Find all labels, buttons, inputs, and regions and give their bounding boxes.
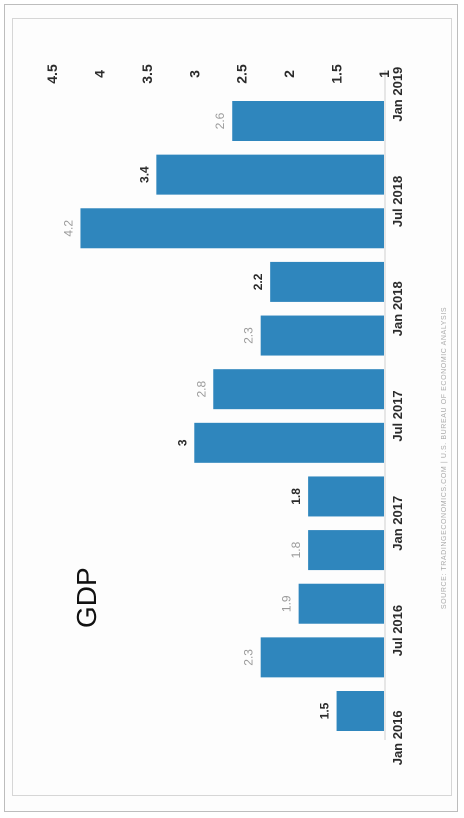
bar xyxy=(336,691,384,731)
tick-label: 2.5 xyxy=(234,64,250,84)
tick-label: 4 xyxy=(91,70,107,78)
value-label: 1.5 xyxy=(318,702,332,719)
bar xyxy=(260,315,384,356)
value-label: 3 xyxy=(175,439,189,446)
value-label: 1.8 xyxy=(289,488,303,505)
bar xyxy=(80,208,384,249)
value-label: 2.3 xyxy=(242,327,256,344)
category-label: Jul 2018 xyxy=(390,176,405,227)
value-label: 4.2 xyxy=(61,220,75,237)
tick-label: 1 xyxy=(376,70,392,78)
value-labels: 1.5 2.3 1.9 1.8 1.8 3 2.8 2.3 2.2 4.2 3.4 2.6 xyxy=(61,112,331,719)
value-label: 2.8 xyxy=(194,381,208,398)
bar xyxy=(298,583,384,624)
bar xyxy=(308,476,384,517)
chart-title: GDP xyxy=(71,567,102,628)
value-label: 2.2 xyxy=(251,273,265,290)
value-label: 1.8 xyxy=(289,541,303,558)
bar xyxy=(213,369,384,410)
value-label: 2.3 xyxy=(242,649,256,666)
value-label: 3.4 xyxy=(137,166,151,183)
bars-group xyxy=(80,101,384,731)
chart-source: SOURCE: TRADINGECONOMICS.COM | U.S. BURE… xyxy=(441,307,448,609)
category-label: Jan 2016 xyxy=(390,710,405,765)
tick-label: 1.5 xyxy=(329,64,345,84)
value-axis: 4.5 4 3.5 3 2.5 2 1.5 1 xyxy=(44,64,392,740)
category-labels: Jan 2016 Jul 2016 Jan 2017 Jul 2017 Jan 2018… xyxy=(390,67,405,766)
tick-label: 3.5 xyxy=(139,64,155,84)
bar xyxy=(260,637,384,678)
bar xyxy=(232,101,384,141)
value-label: 1.9 xyxy=(280,595,294,612)
category-label: Jan 2019 xyxy=(390,67,405,122)
tick-label: 3 xyxy=(186,70,202,78)
tick-label: 4.5 xyxy=(44,64,60,84)
value-label: 2.6 xyxy=(213,112,227,129)
tick-label: 2 xyxy=(281,70,297,78)
category-label: Jan 2017 xyxy=(390,496,405,551)
category-label: Jan 2018 xyxy=(390,281,405,336)
bar xyxy=(270,261,384,302)
category-label: Jul 2017 xyxy=(390,390,405,441)
bar xyxy=(194,422,384,463)
category-label: Jul 2016 xyxy=(390,605,405,656)
bar xyxy=(156,154,384,195)
chart-frame xyxy=(12,18,452,796)
bar xyxy=(308,530,384,571)
